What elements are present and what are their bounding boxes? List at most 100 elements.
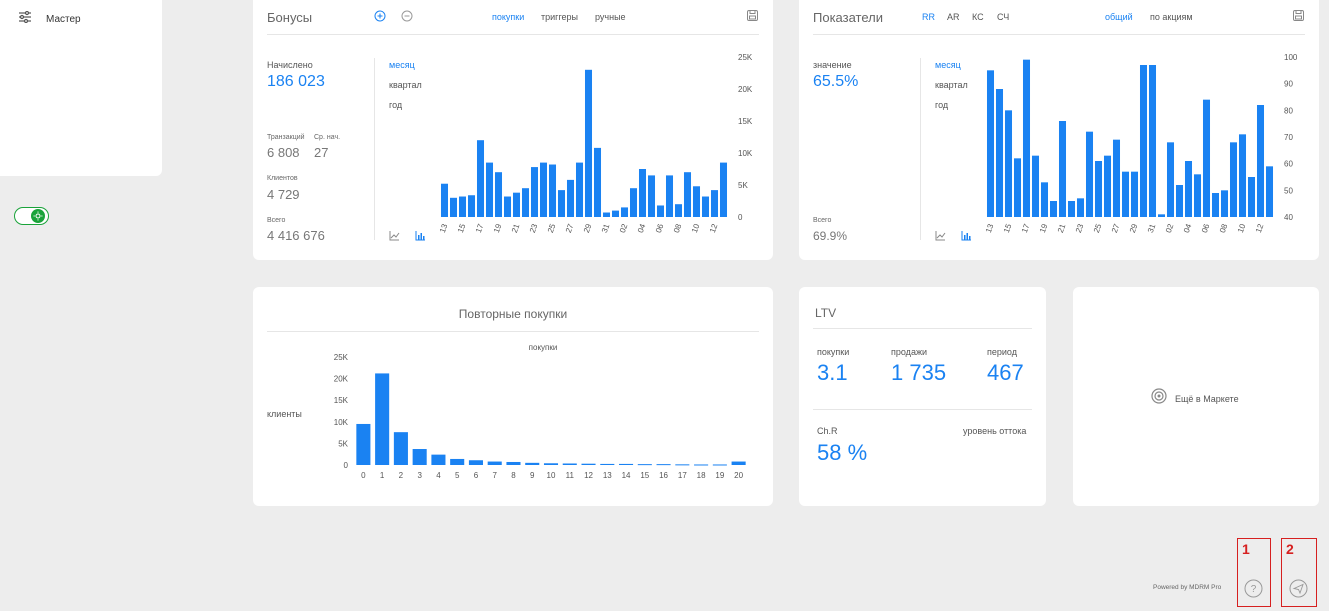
market-link[interactable]: Ещё в Маркете	[1151, 388, 1239, 409]
x-tick-label: 31	[1146, 222, 1158, 234]
chart-bar	[611, 210, 620, 217]
x-tick-label: 6	[474, 471, 479, 480]
chart-bar	[731, 461, 746, 465]
chart-bar	[1157, 214, 1166, 217]
chart-bar	[525, 462, 540, 465]
x-tick-label: 10	[690, 222, 702, 234]
period-quarter[interactable]: квартал	[935, 80, 968, 90]
target-icon	[1151, 388, 1167, 409]
tab-sch[interactable]: СЧ	[997, 12, 1010, 22]
period-label: период	[987, 347, 1017, 357]
period-year[interactable]: год	[935, 100, 949, 110]
chart-bar	[476, 140, 485, 217]
chart-bar	[530, 167, 539, 217]
total-value: 4 416 676	[267, 228, 325, 243]
tab-triggers[interactable]: триггеры	[541, 12, 579, 22]
save-icon[interactable]	[1293, 10, 1304, 21]
y-tick-label: 50	[1284, 186, 1293, 195]
period-month[interactable]: месяц	[389, 60, 415, 70]
chart-bar	[539, 162, 548, 217]
y-tick-label: 100	[1284, 54, 1298, 62]
chart-bar	[458, 196, 467, 217]
marker-box-2	[1281, 538, 1317, 607]
chart-bar	[619, 463, 634, 465]
y-tick-label: 70	[1284, 133, 1293, 142]
chart-bar	[1085, 131, 1094, 217]
chart-bar	[692, 186, 701, 217]
period-quarter[interactable]: квартал	[389, 80, 422, 90]
add-circle-icon[interactable]	[374, 10, 386, 22]
tab-ks[interactable]: КС	[972, 12, 984, 22]
tab-general[interactable]: общий	[1105, 12, 1133, 22]
x-tick-label: 31	[600, 222, 612, 234]
chart-bar	[467, 195, 476, 217]
chart-bar	[487, 461, 502, 465]
x-tick-label: 21	[1056, 222, 1068, 234]
x-tick-label: 06	[654, 222, 666, 234]
x-tick-label: 15	[640, 471, 649, 480]
x-tick-label: 4	[436, 471, 441, 480]
bar-chart-icon[interactable]	[961, 230, 972, 241]
chart-bar	[356, 423, 371, 465]
x-tick-label: 1	[380, 471, 385, 480]
chart-bar	[656, 464, 671, 466]
line-chart-icon[interactable]	[935, 230, 946, 241]
indicators-title: Показатели	[813, 10, 883, 25]
value-label: значение	[813, 60, 852, 70]
x-tick-label: 27	[564, 222, 576, 234]
tab-manual[interactable]: ручные	[595, 12, 626, 22]
tab-rr[interactable]: RR	[922, 12, 935, 22]
y-tick-label: 5K	[738, 181, 748, 190]
x-tick-label: 3	[417, 471, 422, 480]
y-tick-label: 80	[1284, 106, 1293, 115]
chr-value: 58 %	[817, 440, 868, 465]
bonuses-card: Бонусы покупки триггеры ручные Начислено…	[253, 0, 773, 260]
chart-bar	[449, 197, 458, 217]
period-month[interactable]: месяц	[935, 60, 961, 70]
chart-bar	[647, 175, 656, 217]
sales-value: 1 735	[891, 360, 947, 385]
chart-bar	[503, 196, 512, 217]
chart-bar	[521, 188, 530, 217]
tab-purchases[interactable]: покупки	[492, 12, 525, 22]
x-tick-label: 0	[361, 471, 366, 480]
x-tick-label: 23	[528, 222, 540, 234]
x-tick-label: 21	[510, 222, 522, 234]
x-tick-label: 17	[678, 471, 687, 480]
chart-bar	[412, 449, 427, 465]
tab-ar[interactable]: AR	[947, 12, 960, 22]
y-tick-label: 40	[1284, 213, 1293, 222]
chart-bar	[512, 192, 521, 217]
x-tick-label: 15	[456, 222, 468, 234]
line-chart-icon[interactable]	[389, 230, 400, 241]
bonuses-chart: 0 5K 10K 15K 20K 25K 13 15 17 19 21 23 25 27 29 31 02 04 0…	[438, 54, 753, 234]
churn-label: уровень оттока	[963, 426, 1027, 436]
chart-bar	[674, 204, 683, 217]
theme-toggle[interactable]	[14, 207, 49, 225]
y-tick-label: 60	[1284, 160, 1293, 169]
x-tick-label: 5	[455, 471, 460, 480]
market-card[interactable]: Ещё в Маркете	[1073, 287, 1319, 506]
help-icon[interactable]: ?	[1244, 579, 1263, 598]
x-tick-label: 02	[618, 222, 630, 234]
total-label: Всего	[267, 217, 286, 224]
sliders-icon	[18, 10, 32, 28]
chart-bar	[557, 190, 566, 217]
y-tick-label: 0	[738, 213, 743, 222]
chart-bar	[566, 179, 575, 217]
x-tick-label: 25	[1092, 222, 1104, 234]
y-tick-label: 25K	[738, 54, 753, 62]
remove-circle-icon[interactable]	[401, 10, 413, 22]
period-year[interactable]: год	[389, 100, 403, 110]
tab-by-promo[interactable]: по акциям	[1150, 12, 1193, 22]
chart-bar	[485, 162, 494, 217]
save-icon[interactable]	[747, 10, 758, 21]
send-icon[interactable]	[1289, 579, 1308, 598]
marker-number-2: 2	[1286, 541, 1294, 557]
bar-chart-icon[interactable]	[415, 230, 426, 241]
chart-bar	[1148, 65, 1157, 217]
x-tick-label: 13	[438, 222, 450, 234]
sidebar-item-master[interactable]: Мастер	[18, 10, 81, 28]
divider	[813, 328, 1032, 329]
chart-bar	[543, 463, 559, 465]
